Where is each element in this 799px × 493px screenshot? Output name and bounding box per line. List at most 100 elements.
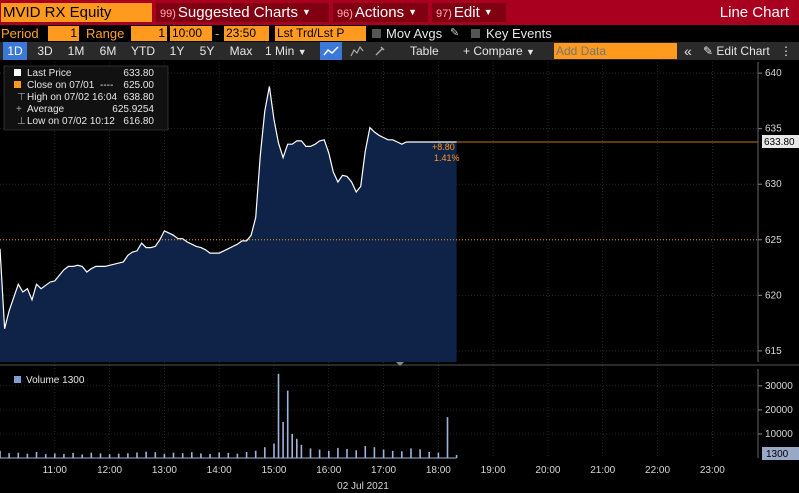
volume-bar — [44, 454, 47, 458]
tab-1d[interactable]: 1D — [3, 42, 27, 60]
volume-bar — [318, 449, 321, 458]
volume-bar — [209, 453, 211, 458]
menu-label: Edit — [453, 4, 480, 21]
pencil-icon: ✎ — [703, 44, 714, 58]
top-toolbar: MVID RX Equity 99) Suggested Charts ▼ 96) A… — [0, 0, 799, 25]
legend-label: Close on 07/01 — [27, 80, 95, 91]
volume-bar — [296, 438, 298, 458]
average-marker-icon: + — [16, 104, 22, 115]
line-chart-icon[interactable] — [320, 42, 342, 60]
start-time-field[interactable]: 10:00 — [170, 26, 212, 41]
tab-1y[interactable]: 1Y — [169, 44, 185, 58]
tab-6m[interactable]: 6M — [99, 44, 117, 58]
volume-bar — [181, 453, 184, 458]
volume-bar — [428, 452, 430, 458]
caret-down-icon: ▼ — [408, 7, 418, 17]
volume-legend: Volume 1300 — [14, 375, 85, 386]
suggested-charts-menu[interactable]: 99) Suggested Charts ▼ — [156, 3, 329, 22]
volume-bar — [72, 452, 74, 458]
compare-button[interactable]: + Compare ▼ — [463, 42, 535, 60]
settings-row: Period 1 Range 1 10:00 - 23:50 Lst Trd/L… — [0, 25, 799, 42]
interval-select[interactable]: 1 Min ▼ — [265, 42, 307, 60]
price-mode-field[interactable]: Lst Trd/Lst P — [275, 26, 366, 41]
volume-tag-text: 1300 — [766, 449, 789, 460]
price-series-line — [0, 86, 457, 329]
change-value: +8.80 — [432, 142, 455, 152]
caret-down-icon: ▼ — [301, 7, 311, 17]
menu-label: Actions — [354, 4, 405, 21]
volume-bar — [391, 450, 394, 458]
volume-bar — [446, 417, 449, 458]
volume-bar — [99, 453, 102, 458]
volume-bar — [200, 453, 202, 458]
price-area-fill — [0, 86, 457, 363]
chevrons-left-icon[interactable]: « — [684, 43, 692, 59]
price-volume-chart[interactable]: 615 620 625 630 635 640 10000 20000 30000 11:00… — [0, 60, 799, 493]
tab-3d[interactable]: 3D — [37, 44, 53, 58]
price-tick-label: 615 — [765, 346, 782, 357]
tools-icon[interactable] — [374, 42, 386, 60]
high-marker-icon: ⊤ — [17, 92, 26, 103]
volume-bar — [227, 452, 230, 458]
volume-bar — [236, 453, 239, 458]
key-events-checkbox[interactable] — [471, 29, 480, 38]
tab-1m[interactable]: 1M — [67, 44, 85, 58]
menu-number: 97) — [436, 8, 452, 20]
legend-value: 633.80 — [123, 68, 154, 79]
edit-menu[interactable]: 97) Edit ▼ — [432, 3, 506, 22]
legend-label: Average — [27, 104, 65, 115]
security-ticker-field[interactable]: MVID RX Equity — [1, 3, 152, 22]
range-field[interactable]: 1 — [131, 26, 167, 41]
resize-handle-icon[interactable] — [396, 362, 404, 366]
volume-bar — [136, 452, 138, 458]
period-label: Period — [1, 26, 39, 41]
actions-menu[interactable]: 96) Actions ▼ — [333, 3, 428, 22]
volume-bar — [382, 449, 385, 458]
time-separator: - — [215, 26, 220, 41]
volume-bar — [286, 390, 289, 458]
mov-avgs-checkbox[interactable] — [372, 29, 381, 38]
legend-label: Last Price — [27, 68, 72, 79]
legend-label: Low on 07/02 10:12 — [27, 116, 115, 127]
mov-avgs-label: Mov Avgs — [386, 26, 443, 41]
change-percent: 1.41% — [434, 153, 460, 163]
volume-bar — [346, 448, 348, 458]
legend-swatch — [14, 376, 21, 383]
pencil-icon[interactable]: ✎ — [450, 27, 460, 39]
last-price-tag-text: 633.80 — [764, 137, 795, 148]
volume-bar — [8, 453, 10, 458]
volume-legend-label: Volume 1300 — [26, 375, 85, 386]
tab-5y[interactable]: 5Y — [199, 44, 215, 58]
legend-value: 616.80 — [123, 116, 154, 127]
volume-bar — [154, 452, 157, 458]
volume-bar — [309, 448, 312, 458]
edit-chart-button[interactable]: ✎ Edit Chart — [703, 42, 770, 60]
volume-bar — [337, 447, 339, 458]
time-tick-label: 19:00 — [481, 465, 506, 476]
volume-bar — [90, 452, 93, 458]
settings-icon[interactable]: ⋮ — [780, 44, 792, 58]
volume-tag — [762, 447, 799, 460]
time-tick-label: 17:00 — [371, 465, 396, 476]
volume-bar — [373, 447, 376, 458]
volume-bar — [54, 453, 56, 458]
tab-max[interactable]: Max — [229, 44, 253, 58]
price-axis: 615 620 625 630 635 640 — [757, 62, 782, 362]
chart-type-title: Line Chart — [719, 4, 789, 21]
price-area — [0, 86, 457, 363]
indicators-icon[interactable] — [350, 42, 364, 60]
volume-bar — [300, 444, 303, 458]
price-tick-label: 635 — [765, 124, 782, 135]
table-button[interactable]: Table — [410, 44, 439, 58]
price-tick-label: 640 — [765, 68, 782, 79]
volume-bar — [328, 450, 330, 458]
add-data-input[interactable] — [554, 43, 677, 59]
volume-bar — [291, 433, 293, 458]
volume-bar — [0, 450, 1, 458]
end-time-field[interactable]: 23:50 — [224, 26, 269, 41]
caret-down-icon: ▼ — [297, 47, 307, 57]
tab-ytd[interactable]: YTD — [131, 44, 155, 58]
period-field[interactable]: 1 — [48, 26, 79, 41]
price-tick-label: 620 — [765, 290, 782, 301]
last-price-tag — [762, 135, 799, 148]
